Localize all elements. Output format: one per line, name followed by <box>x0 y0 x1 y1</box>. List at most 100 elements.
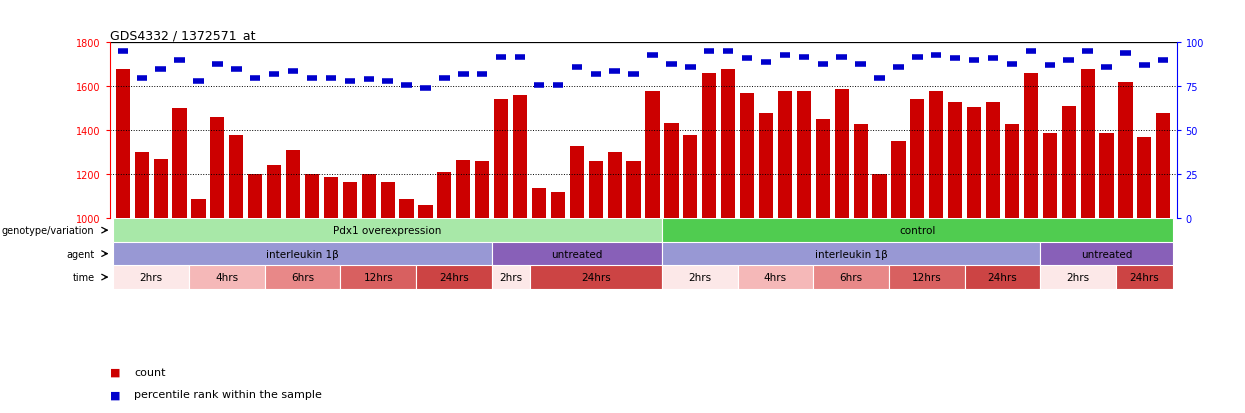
Bar <box>589 162 603 219</box>
FancyBboxPatch shape <box>1041 266 1116 289</box>
Bar <box>381 183 395 219</box>
Bar <box>1099 133 1113 219</box>
Bar <box>891 142 905 219</box>
FancyBboxPatch shape <box>416 266 492 289</box>
Bar <box>929 92 944 219</box>
Bar <box>210 118 224 219</box>
Bar <box>1005 125 1020 219</box>
Bar <box>437 173 452 219</box>
Bar <box>305 175 319 219</box>
Text: agent: agent <box>66 249 95 259</box>
FancyBboxPatch shape <box>113 219 662 242</box>
Text: 12hrs: 12hrs <box>364 273 393 282</box>
Text: 24hrs: 24hrs <box>439 273 468 282</box>
Bar <box>834 90 849 219</box>
Bar <box>266 165 281 219</box>
Bar <box>1137 138 1152 219</box>
Bar <box>229 135 244 219</box>
Bar <box>1118 83 1133 219</box>
Text: ■: ■ <box>110 367 120 377</box>
Text: 24hrs: 24hrs <box>987 273 1017 282</box>
Text: Pdx1 overexpression: Pdx1 overexpression <box>334 225 442 235</box>
Text: ■: ■ <box>110 389 120 399</box>
Text: 6hrs: 6hrs <box>839 273 863 282</box>
Bar <box>702 74 716 219</box>
FancyBboxPatch shape <box>662 242 1041 266</box>
Bar <box>286 151 300 219</box>
Bar <box>778 92 792 219</box>
Bar <box>684 135 697 219</box>
Text: 12hrs: 12hrs <box>911 273 941 282</box>
Bar <box>456 161 471 219</box>
Bar <box>854 125 868 219</box>
Text: genotype/variation: genotype/variation <box>1 225 95 235</box>
Bar <box>134 153 149 219</box>
Bar <box>1157 114 1170 219</box>
Text: percentile rank within the sample: percentile rank within the sample <box>134 389 322 399</box>
Text: 2hrs: 2hrs <box>1067 273 1089 282</box>
FancyBboxPatch shape <box>1116 266 1173 289</box>
Bar <box>153 160 168 219</box>
FancyBboxPatch shape <box>662 219 1173 242</box>
Bar <box>815 120 830 219</box>
Bar <box>1023 74 1038 219</box>
Text: GDS4332 / 1372571_at: GDS4332 / 1372571_at <box>110 29 255 42</box>
Bar <box>1042 133 1057 219</box>
Text: interleukin 1β: interleukin 1β <box>266 249 339 259</box>
Bar <box>494 99 508 219</box>
Bar <box>986 102 1000 219</box>
Text: 4hrs: 4hrs <box>764 273 787 282</box>
Bar <box>721 70 736 219</box>
Bar <box>570 147 584 219</box>
Bar <box>324 177 337 219</box>
Text: count: count <box>134 367 166 377</box>
FancyBboxPatch shape <box>662 266 737 289</box>
Bar <box>116 70 129 219</box>
Bar <box>967 108 981 219</box>
Bar <box>192 199 205 219</box>
FancyBboxPatch shape <box>529 266 662 289</box>
Text: 24hrs: 24hrs <box>1129 273 1159 282</box>
Bar <box>400 199 413 219</box>
Bar <box>873 175 886 219</box>
FancyBboxPatch shape <box>113 242 492 266</box>
Text: 4hrs: 4hrs <box>215 273 238 282</box>
Text: 6hrs: 6hrs <box>291 273 314 282</box>
Text: 24hrs: 24hrs <box>581 273 610 282</box>
Text: interleukin 1β: interleukin 1β <box>814 249 888 259</box>
Bar <box>949 102 962 219</box>
Bar <box>797 92 810 219</box>
Bar <box>532 188 547 219</box>
Bar <box>1062 107 1076 219</box>
FancyBboxPatch shape <box>965 266 1041 289</box>
Bar <box>740 94 754 219</box>
Bar <box>513 96 527 219</box>
Bar <box>550 192 565 219</box>
Bar <box>608 153 621 219</box>
Text: 2hrs: 2hrs <box>688 273 711 282</box>
Text: time: time <box>72 273 95 282</box>
Bar <box>910 99 925 219</box>
Text: 2hrs: 2hrs <box>139 273 163 282</box>
FancyBboxPatch shape <box>813 266 889 289</box>
Bar <box>665 123 679 219</box>
FancyBboxPatch shape <box>492 266 529 289</box>
FancyBboxPatch shape <box>113 266 189 289</box>
FancyBboxPatch shape <box>1041 242 1173 266</box>
Text: control: control <box>899 225 935 235</box>
Bar <box>645 92 660 219</box>
Text: untreated: untreated <box>1081 249 1132 259</box>
FancyBboxPatch shape <box>189 266 265 289</box>
Bar <box>1081 70 1094 219</box>
Bar <box>173 109 187 219</box>
Bar <box>476 162 489 219</box>
FancyBboxPatch shape <box>889 266 965 289</box>
Bar <box>342 183 357 219</box>
FancyBboxPatch shape <box>340 266 416 289</box>
FancyBboxPatch shape <box>265 266 340 289</box>
Bar <box>626 162 641 219</box>
FancyBboxPatch shape <box>737 266 813 289</box>
Bar <box>361 175 376 219</box>
Text: untreated: untreated <box>552 249 603 259</box>
Bar <box>418 206 432 219</box>
